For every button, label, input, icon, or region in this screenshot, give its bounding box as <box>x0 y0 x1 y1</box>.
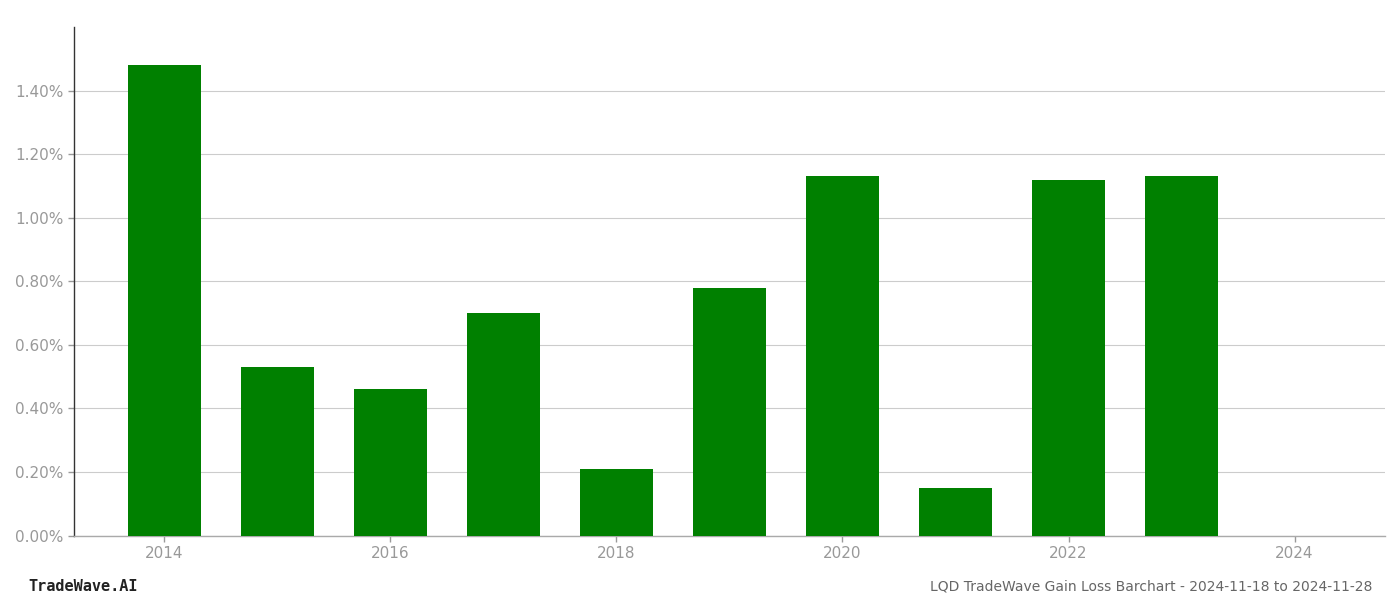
Bar <box>354 389 427 536</box>
Bar <box>580 469 654 536</box>
Text: LQD TradeWave Gain Loss Barchart - 2024-11-18 to 2024-11-28: LQD TradeWave Gain Loss Barchart - 2024-… <box>930 580 1372 594</box>
Bar <box>693 287 766 536</box>
Bar <box>1145 176 1218 536</box>
Bar <box>241 367 314 536</box>
Bar <box>1032 179 1105 536</box>
Bar <box>918 488 993 536</box>
Bar <box>806 176 879 536</box>
Bar <box>127 65 202 536</box>
Text: TradeWave.AI: TradeWave.AI <box>28 579 137 594</box>
Bar <box>466 313 540 536</box>
